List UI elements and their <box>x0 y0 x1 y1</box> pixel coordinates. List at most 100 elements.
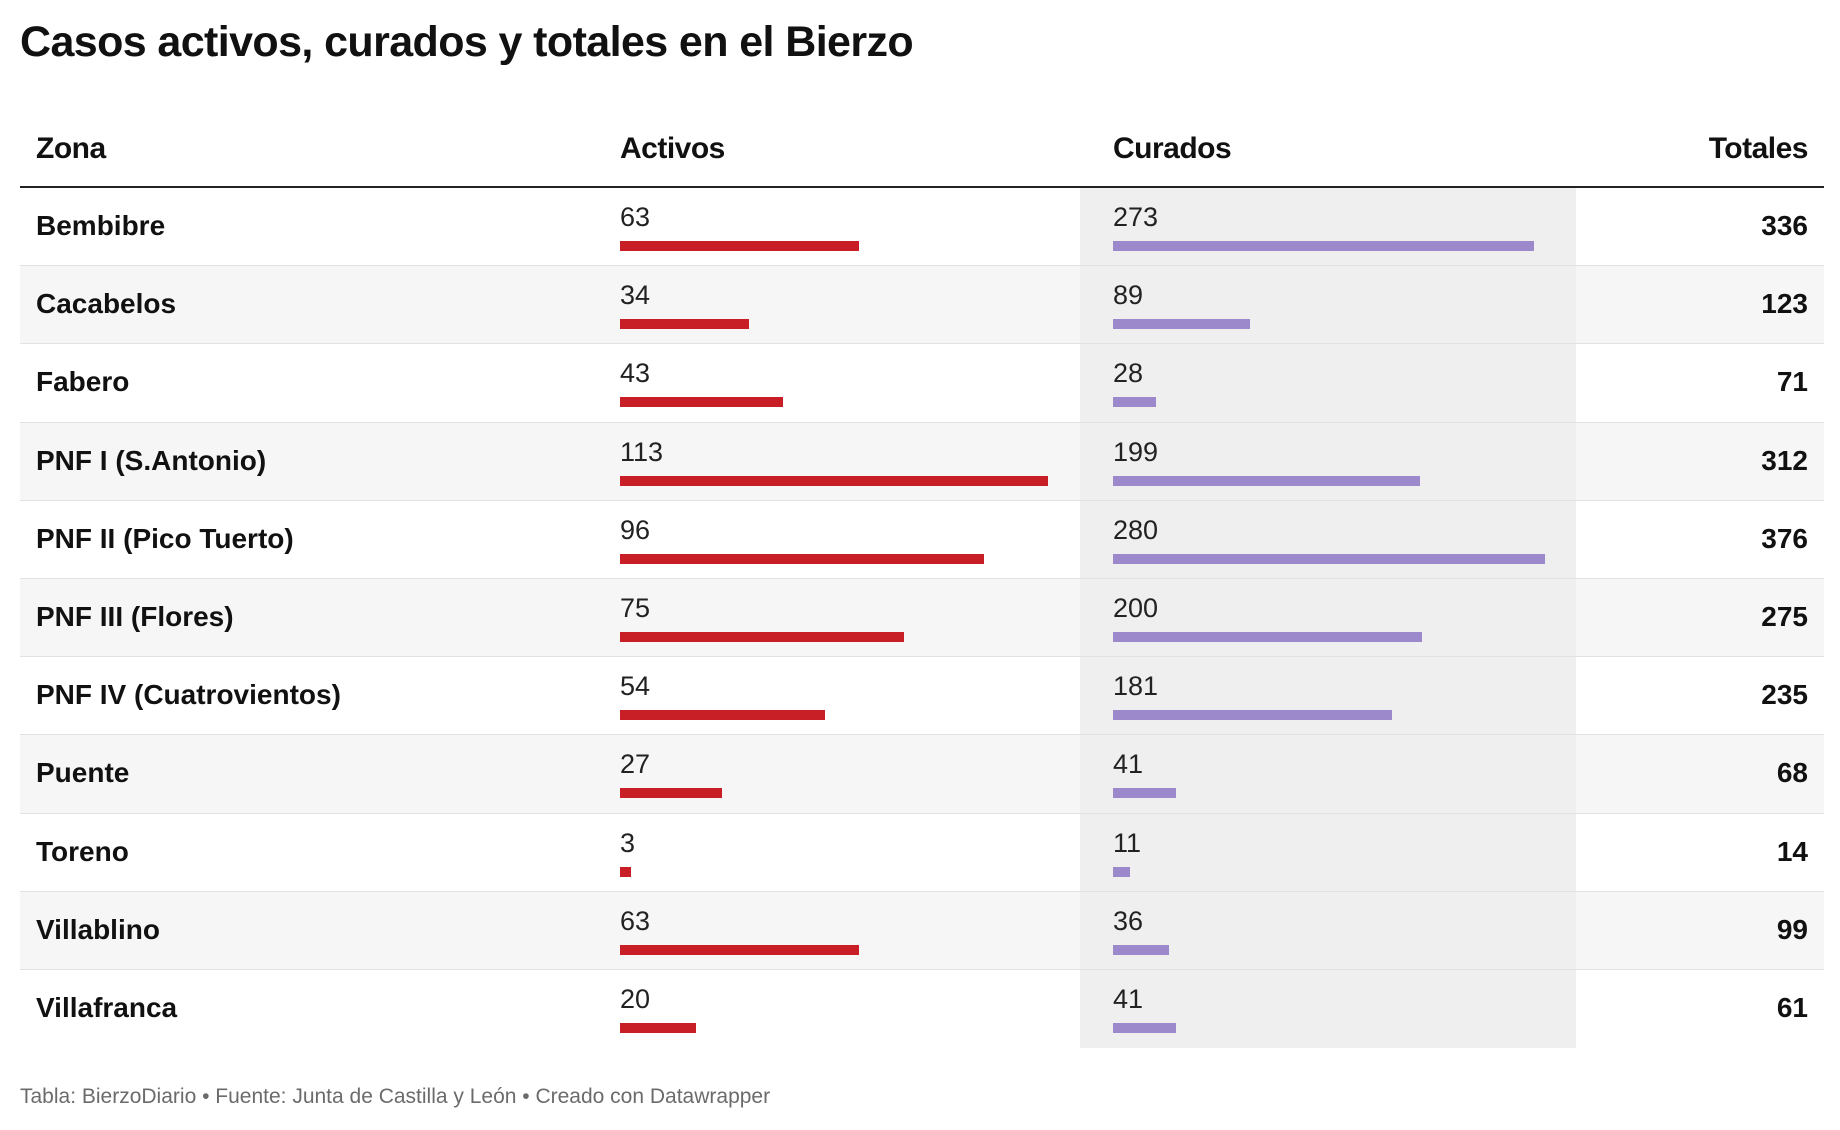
activos-bar <box>620 944 859 955</box>
activos-value: 54 <box>620 671 651 702</box>
row-background <box>1576 422 1824 500</box>
curados-value: 280 <box>1113 514 1159 545</box>
curados-value: 41 <box>1113 983 1144 1014</box>
activos-bar <box>620 866 632 877</box>
table-row: Villablino 63 36 99 <box>20 891 1824 970</box>
curados-bar <box>1113 788 1177 799</box>
row-background <box>1576 266 1824 344</box>
curados-value: 36 <box>1113 905 1144 936</box>
row-background <box>20 422 1080 500</box>
totales-value: 123 <box>1761 288 1808 320</box>
totales-value: 376 <box>1761 522 1808 554</box>
activos-bar <box>620 631 905 642</box>
row-background <box>20 578 1080 657</box>
curados-value: 11 <box>1113 827 1142 858</box>
activos-value: 113 <box>620 436 664 467</box>
table-row: Puente 27 41 68 <box>20 735 1824 814</box>
zona-label: Puente <box>36 757 130 789</box>
table-row: Toreno 3 11 14 <box>20 814 1824 892</box>
row-background <box>1576 735 1824 813</box>
footer-credits: Tabla: BierzoDiario • Fuente: Junta de C… <box>20 1085 771 1108</box>
data-table: Zona Activos Curados Totales Bembibre 63 2… <box>20 110 1824 1048</box>
curados-bar <box>1113 944 1169 955</box>
totales-value: 235 <box>1761 679 1808 711</box>
table-row: Cacabelos 34 89 123 <box>20 266 1824 345</box>
curados-value: 199 <box>1113 436 1159 467</box>
table-header: Zona Activos Curados Totales <box>20 110 1824 188</box>
activos-value: 63 <box>620 905 651 936</box>
table-body: Bembibre 63 273 336 Cacabelos 34 89 123 Fabero 43… <box>20 188 1824 1048</box>
totales-value: 14 <box>1776 835 1808 867</box>
curados-value: 41 <box>1113 749 1144 780</box>
zona-label: PNF I (S.Antonio) <box>36 444 267 476</box>
table-row: PNF IV (Cuatrovientos) 54 181 235 <box>20 657 1824 736</box>
curados-bar <box>1113 319 1251 330</box>
activos-bar <box>620 397 783 408</box>
chart-title: Casos activos, curados y totales en el B… <box>20 18 914 66</box>
curados-bar <box>1113 475 1421 486</box>
row-background <box>1576 578 1824 657</box>
zona-label: Villafranca <box>36 991 178 1023</box>
activos-value: 20 <box>620 983 651 1014</box>
curados-column-shade <box>1080 188 1576 1048</box>
zona-label: PNF III (Flores) <box>36 600 234 632</box>
curados-value: 89 <box>1113 280 1144 311</box>
activos-value: 43 <box>620 358 651 389</box>
activos-value: 75 <box>620 592 651 623</box>
totales-value: 68 <box>1776 757 1808 789</box>
row-background <box>20 344 1080 421</box>
activos-bar <box>620 788 723 799</box>
zona-label: PNF IV (Cuatrovientos) <box>36 679 341 711</box>
table-row: PNF I (S.Antonio) 113 199 312 <box>20 422 1824 501</box>
activos-bar <box>620 241 859 251</box>
totales-value: 312 <box>1761 444 1808 476</box>
curados-value: 273 <box>1113 202 1159 232</box>
curados-bar <box>1113 631 1422 642</box>
curados-value: 200 <box>1113 592 1159 623</box>
curados-bar <box>1113 397 1157 408</box>
activos-bar <box>620 1022 696 1033</box>
zona-label: Villablino <box>36 913 160 945</box>
curados-bar <box>1113 553 1545 564</box>
row-background <box>20 891 1080 969</box>
curados-bar <box>1113 710 1393 721</box>
zona-label: Fabero <box>36 366 130 398</box>
curados-value: 28 <box>1113 358 1144 389</box>
activos-value: 3 <box>620 827 636 858</box>
activos-value: 63 <box>620 202 651 232</box>
table-row: PNF II (Pico Tuerto) 96 280 376 <box>20 501 1824 579</box>
totales-value: 336 <box>1761 210 1808 241</box>
table-row: Fabero 43 28 71 <box>20 344 1824 423</box>
curados-bar <box>1113 866 1130 877</box>
row-background <box>1576 891 1824 969</box>
row-background <box>20 266 1080 344</box>
activos-bar <box>620 553 984 564</box>
header-totales[interactable]: Totales <box>1708 132 1809 165</box>
totales-value: 61 <box>1776 991 1808 1023</box>
curados-bar <box>1113 241 1535 251</box>
activos-value: 27 <box>620 749 651 780</box>
activos-bar <box>620 475 1048 486</box>
curados-bar <box>1113 1022 1177 1033</box>
table-row: Bembibre 63 273 336 <box>20 188 1824 267</box>
zona-label: PNF II (Pico Tuerto) <box>36 522 294 554</box>
zona-label: Toreno <box>36 835 129 867</box>
totales-value: 71 <box>1776 366 1808 398</box>
activos-bar <box>620 319 749 330</box>
activos-value: 34 <box>620 280 651 311</box>
table-row: PNF III (Flores) 75 200 275 <box>20 578 1824 658</box>
curados-value: 181 <box>1113 671 1159 702</box>
header-curados[interactable]: Curados <box>1113 132 1232 165</box>
totales-value: 99 <box>1776 913 1808 945</box>
table-row: Villafranca 20 41 61 <box>20 970 1824 1048</box>
zona-label: Cacabelos <box>36 288 177 320</box>
row-background <box>20 735 1080 813</box>
header-activos[interactable]: Activos <box>620 132 725 165</box>
row-background <box>20 970 1080 1048</box>
row-background <box>20 814 1080 891</box>
zona-label: Bembibre <box>36 210 166 241</box>
totales-value: 275 <box>1761 600 1808 632</box>
row-background <box>20 188 1080 265</box>
header-zona[interactable]: Zona <box>36 132 106 165</box>
activos-bar <box>620 710 825 721</box>
